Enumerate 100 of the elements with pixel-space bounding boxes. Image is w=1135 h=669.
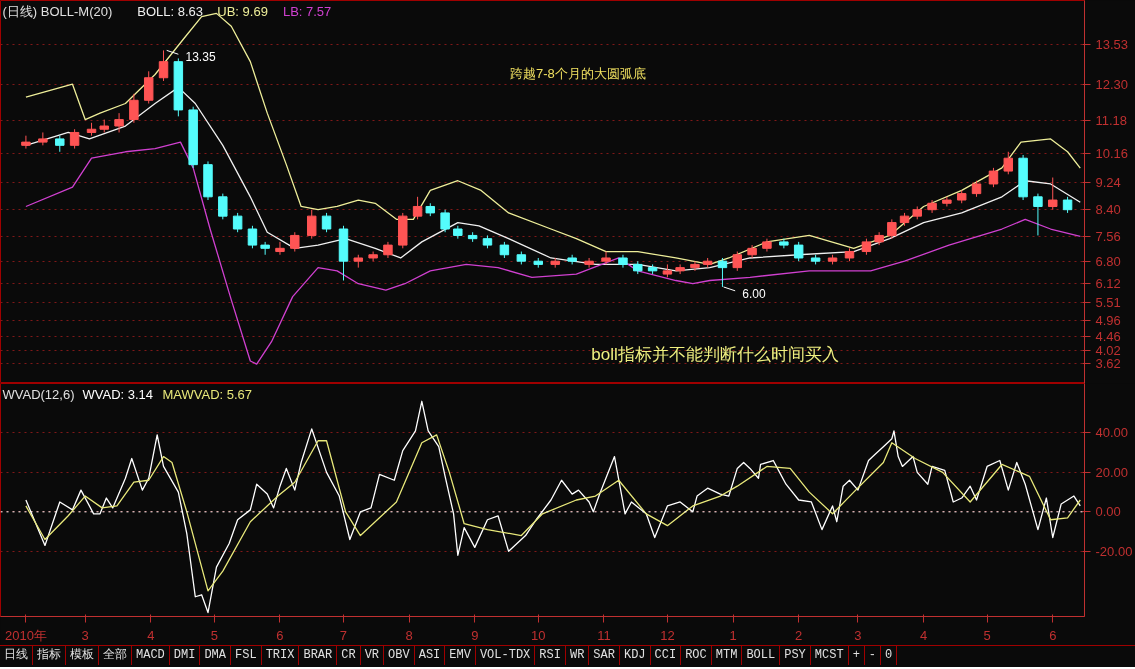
candlestick (1033, 193, 1043, 236)
y-tick-label: 5.51 (1095, 295, 1121, 311)
text: 全部 (99, 646, 132, 666)
text: DMA (200, 646, 232, 666)
candlestick (927, 199, 937, 214)
text: BOLL: 8.63 (137, 3, 204, 19)
y-tick-label: -20.00 (1095, 543, 1133, 559)
x-tick-label: 8 (405, 627, 413, 643)
candlestick (114, 112, 124, 133)
line-series (25, 434, 1081, 592)
text: SAR (589, 646, 620, 666)
candlestick (260, 241, 270, 256)
chart-title: WVAD(12,6) (2, 386, 75, 402)
candlestick (275, 241, 285, 256)
candlestick (218, 193, 228, 220)
text: VOL-TDX (475, 646, 536, 666)
candlestick (321, 212, 332, 233)
annotation: boll指标并不能判断什么时间买入 (591, 345, 839, 365)
y-tick-label: 11.18 (1095, 112, 1128, 128)
y-tick-label: 4.46 (1095, 329, 1121, 345)
y-tick-label: 0.00 (1095, 504, 1121, 520)
text: VR (360, 646, 385, 666)
x-tick-label: 3 (854, 627, 862, 643)
x-tick-label: 3 (81, 627, 89, 643)
text: CR (337, 646, 361, 666)
y-tick-label: 12.30 (1095, 76, 1129, 92)
text: MAWVAD: 5.67 (162, 386, 253, 402)
candlestick (690, 260, 700, 272)
candlestick (69, 128, 80, 150)
x-tick-label: 11 (597, 627, 611, 643)
candlestick (247, 225, 258, 249)
y-tick-label: 4.02 (1095, 343, 1121, 359)
x-tick-label: 2 (795, 627, 803, 643)
candlestick (675, 263, 685, 275)
candlestick (887, 218, 897, 240)
x-tick-label: 5 (210, 627, 218, 643)
text: CCI (650, 646, 682, 666)
text: WVAD: 3.14 (82, 386, 154, 402)
candlestick (1003, 151, 1014, 175)
text: KDJ (619, 646, 651, 666)
x-tick-label: 5 (983, 627, 991, 643)
candlestick (143, 70, 154, 104)
candlestick (158, 49, 169, 82)
text: 0 (881, 646, 898, 666)
text: 指标 (33, 646, 66, 666)
text: TRIX (261, 646, 300, 666)
candlestick (601, 251, 611, 265)
x-tick-label: 2010年 (4, 627, 47, 643)
text: DMI (169, 646, 201, 666)
line-series (25, 141, 1081, 365)
y-tick-label: 20.00 (1095, 464, 1129, 480)
y-tick-label: 10.16 (1095, 145, 1129, 161)
x-tick-label: 6 (276, 627, 284, 643)
y-tick-label: 8.40 (1095, 202, 1121, 218)
y-tick-label: 6.12 (1095, 275, 1121, 291)
candlestick (306, 209, 317, 240)
candlestick (21, 135, 31, 150)
x-tick-label: 4 (147, 627, 155, 643)
x-tick-label: 7 (339, 627, 348, 643)
x-tick-label: 1 (729, 627, 737, 643)
text: BOLL (742, 646, 781, 666)
y-tick-label: 6.80 (1095, 253, 1121, 269)
text: EMV (445, 646, 476, 666)
annotation: 6.00 (742, 286, 767, 301)
x-tick-label: 4 (919, 627, 928, 643)
y-tick-label: 9.24 (1095, 175, 1121, 191)
text: FSL (231, 646, 262, 666)
text: MTM (711, 646, 743, 666)
x-tick-label: 12 (660, 627, 675, 643)
candlestick (129, 93, 139, 124)
candlestick (584, 257, 594, 269)
chart-title: (日线) BOLL-M(20) (2, 3, 113, 19)
series-label: UB: 9.69 (217, 3, 268, 19)
candlestick (412, 196, 423, 220)
x-tick-label: 10 (531, 627, 546, 643)
candlestick (793, 241, 804, 262)
annotation: 13.35 (185, 50, 216, 65)
y-tick-label: 3.62 (1095, 356, 1121, 372)
text: ASI (414, 646, 446, 666)
text: WR (565, 646, 590, 666)
text: LB: 7.57 (282, 3, 332, 19)
text: MACD (132, 646, 170, 666)
text: + (848, 646, 865, 666)
y-tick-label: 7.56 (1095, 229, 1121, 245)
text: BRAR (299, 646, 338, 666)
text: - (864, 646, 882, 666)
candlestick (732, 251, 743, 272)
text: 日线 (0, 646, 33, 666)
text: OBV (384, 646, 415, 666)
x-tick-label: 9 (471, 627, 479, 643)
text: ROC (681, 646, 712, 666)
text: MCST (810, 646, 849, 666)
text: RSI (535, 646, 566, 666)
candlestick (290, 231, 300, 253)
candlestick (440, 209, 450, 233)
y-tick-label: 4.96 (1095, 312, 1121, 328)
y-tick-label: 40.00 (1095, 425, 1129, 441)
candlestick (988, 167, 999, 188)
candlestick (1048, 177, 1058, 211)
candlestick (747, 244, 757, 259)
